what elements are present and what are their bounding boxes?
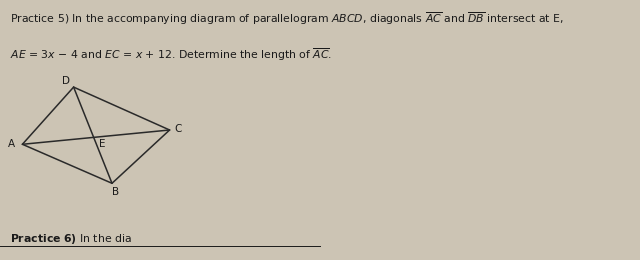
Text: Practice 5) In the accompanying diagram of parallelogram $\mathit{ABCD}$, diagon: Practice 5) In the accompanying diagram … (10, 10, 563, 27)
Text: B: B (112, 187, 119, 197)
Text: E: E (99, 139, 106, 149)
Text: $\mathit{AE}$ = 3$\mathit{x}$ $-$ 4 and $\mathit{EC}$ = $\mathit{x}$ + 12. Deter: $\mathit{AE}$ = 3$\mathit{x}$ $-$ 4 and … (10, 47, 332, 63)
Text: D: D (62, 76, 70, 86)
Text: C: C (174, 124, 182, 134)
Text: A: A (8, 139, 15, 149)
Text: $\mathbf{Practice\ 6)}$ In the dia: $\mathbf{Practice\ 6)}$ In the dia (10, 232, 131, 246)
